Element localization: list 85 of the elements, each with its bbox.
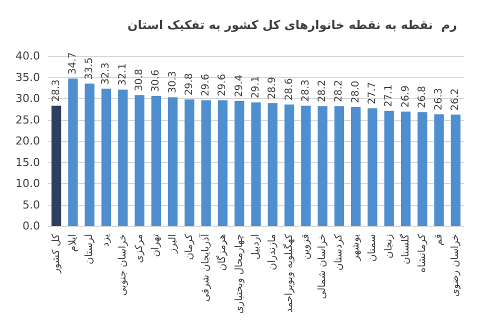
x-tick-label: کهگیلویه وبویراحمد xyxy=(282,234,295,313)
bar xyxy=(418,112,428,226)
x-tick-label: آذربایجان شرقی xyxy=(198,232,212,302)
y-tick-label: 0.0 xyxy=(22,220,40,232)
data-label: 33.5 xyxy=(84,57,96,80)
x-tick-label: سمنان xyxy=(366,234,378,262)
y-tick-label: 10.0 xyxy=(16,177,40,190)
x-tick-label: کردستان xyxy=(334,234,345,271)
x-tick-label: یزد xyxy=(100,234,112,247)
bar xyxy=(68,78,78,226)
bar xyxy=(51,106,62,226)
x-tick-label: هرمزگان xyxy=(216,234,228,271)
x-tick-label: لرستان xyxy=(84,234,96,264)
bar xyxy=(450,114,461,226)
bar xyxy=(318,106,328,226)
x-tick-label: البرز xyxy=(167,234,178,254)
x-tick-label: قم xyxy=(434,234,445,246)
y-tick-label: 25.0 xyxy=(16,113,40,126)
bar xyxy=(168,97,178,226)
x-tick-label: خراسان رضوی xyxy=(450,234,462,297)
data-label: 28.6 xyxy=(284,78,295,100)
bar xyxy=(268,103,278,226)
y-tick-label: 15.0 xyxy=(16,156,40,169)
x-tick-label: اردبیل xyxy=(250,234,262,260)
data-label: 27.7 xyxy=(366,82,378,104)
y-tick-label: 35.0 xyxy=(16,70,40,84)
x-tick-label: گلستان xyxy=(399,234,412,264)
bar xyxy=(118,90,128,226)
data-label: 26.3 xyxy=(434,88,445,110)
x-tick-label: چهارمحال وبختیاری xyxy=(234,234,245,314)
bar xyxy=(284,104,294,226)
bar xyxy=(201,100,211,226)
bar xyxy=(184,99,194,226)
x-tick-label: کل کشور xyxy=(50,234,62,274)
data-label: 29.4 xyxy=(234,74,245,98)
data-label: 28.2 xyxy=(334,80,345,102)
bar xyxy=(218,100,228,226)
bar xyxy=(101,88,112,226)
y-tick-label: 30.0 xyxy=(16,92,40,105)
data-label: 29.6 xyxy=(200,74,212,96)
x-tick-label: کرمان xyxy=(184,234,195,260)
x-tick-label: قزوین xyxy=(300,234,312,260)
x-tick-label: بوشهر xyxy=(350,234,362,262)
bar xyxy=(134,95,144,226)
y-tick-label: 40.0 xyxy=(16,50,40,62)
x-tick-label: مازندران xyxy=(267,234,278,270)
data-label: 30.8 xyxy=(134,68,146,92)
data-label: 32.3 xyxy=(100,62,112,85)
data-label: 26.8 xyxy=(416,86,428,108)
data-label: 28.3 xyxy=(50,79,62,102)
y-tick-label: 20.0 xyxy=(16,134,40,148)
x-tick-label: خراسان شمالی xyxy=(317,234,328,300)
x-tick-label: خراسان جنوبی xyxy=(117,234,128,296)
bar xyxy=(400,112,411,226)
data-label: 29.1 xyxy=(250,76,262,98)
x-tick-label: کرمانشاه xyxy=(416,234,428,273)
data-label: 28.3 xyxy=(300,79,312,102)
data-label: 28.2 xyxy=(317,80,328,102)
data-label: 29.8 xyxy=(184,73,195,96)
x-tick-label: زنجان xyxy=(384,234,395,258)
bar xyxy=(351,107,361,226)
data-label: 29.6 xyxy=(217,74,228,96)
bar xyxy=(301,106,311,226)
data-label: 28.9 xyxy=(267,76,278,100)
bar xyxy=(151,96,161,226)
data-label: 28.0 xyxy=(350,80,362,103)
bar xyxy=(368,108,378,226)
y-tick-label: 5.0 xyxy=(22,198,40,212)
data-label: 26.2 xyxy=(450,88,462,111)
bar xyxy=(84,84,94,226)
data-label: 30.3 xyxy=(167,70,178,94)
bar xyxy=(251,102,261,226)
bar xyxy=(384,110,394,226)
data-label: 27.1 xyxy=(384,84,395,107)
x-tick-label: تهران xyxy=(150,234,162,258)
x-tick-label: ایلام xyxy=(67,234,78,252)
chart-title: رم نقطه به نقطه خانوارهای کل کشور به تفکیک استان xyxy=(128,18,458,32)
data-label: 32.1 xyxy=(117,63,128,86)
x-tick-label: مرکزی xyxy=(134,234,146,263)
bar xyxy=(434,114,444,226)
data-label: 30.6 xyxy=(150,70,162,92)
data-label: 26.9 xyxy=(400,85,412,108)
bar xyxy=(234,101,244,226)
data-label: 34.7 xyxy=(67,52,78,75)
bar xyxy=(334,106,344,226)
